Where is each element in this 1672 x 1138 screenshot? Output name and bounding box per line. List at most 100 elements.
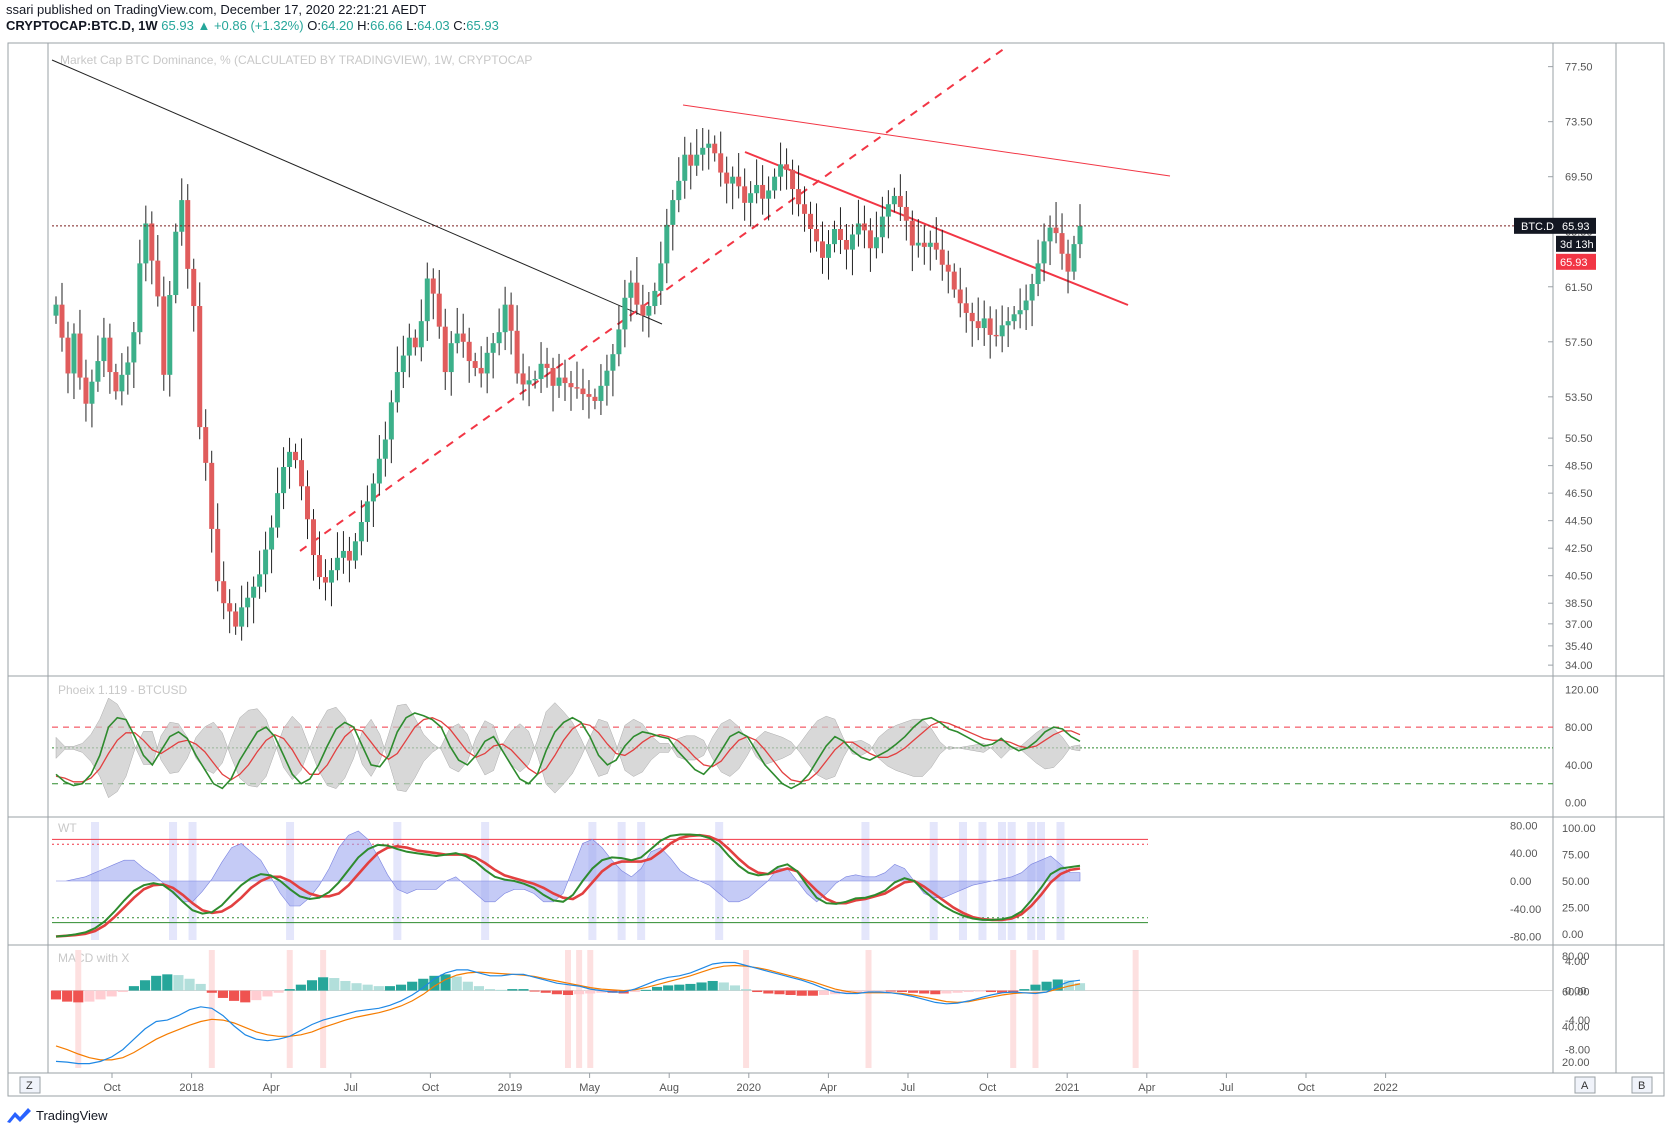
x-tick-label: Oct xyxy=(422,1082,439,1094)
candle-body xyxy=(245,597,251,608)
candle-body xyxy=(861,223,867,231)
y-tick-label: 40.50 xyxy=(1565,571,1593,583)
y-tick-label-right: 20.00 xyxy=(1562,1057,1590,1069)
macd-histogram-bar xyxy=(640,989,651,991)
candle-body xyxy=(83,377,89,404)
footer: TradingView xyxy=(6,1106,108,1124)
x-tick-label: Jul xyxy=(901,1082,915,1094)
macd-histogram-bar xyxy=(1030,984,1041,991)
macd-axis[interactable]: 4.00 0.00 -4.00 -8.00 80.00 60.00 40.00 20.00 xyxy=(1562,951,1590,1069)
macd-histogram-bar xyxy=(496,989,507,991)
trendlines xyxy=(51,47,1171,552)
macd-histogram-bar xyxy=(718,982,729,991)
brand-name[interactable]: TradingView xyxy=(36,1107,108,1123)
symbol-name[interactable]: CRYPTOCAP:BTC.D, 1W xyxy=(6,18,158,33)
macd-histogram-bar xyxy=(128,986,139,991)
y-tick-label: 80.00 xyxy=(1510,820,1538,832)
macd-histogram-bar xyxy=(62,990,73,1002)
x-tick-label: 2021 xyxy=(1055,1082,1079,1094)
macd-histogram-bar xyxy=(84,990,95,1002)
phoeix-signal-line xyxy=(55,717,1081,783)
candle-body xyxy=(322,577,328,583)
macd-histogram-bar xyxy=(351,983,362,991)
macd-histogram-bar xyxy=(841,990,852,994)
macd-histogram-bar xyxy=(685,983,696,991)
wt-pane[interactable]: WT 80.00 40.00 0.00 -40.00 -80.00 100.00 75.00… xyxy=(52,820,1596,944)
phoeix-pane[interactable]: Phoeix 1.119 - BTCUSD 120.00 80.00 40.00 0.… xyxy=(52,683,1599,810)
log-scale-button[interactable] xyxy=(1631,1076,1653,1094)
candle-body xyxy=(945,264,951,272)
candle-body xyxy=(831,228,837,245)
macd-histogram-bar xyxy=(395,984,407,991)
candle-body xyxy=(1017,310,1023,315)
phoeix-pane-title: Phoeix 1.119 - BTCUSD xyxy=(58,683,187,697)
candle-body xyxy=(442,326,448,373)
time-axis[interactable]: Oct 2018 Apr Jul Oct 2019 May Aug 2020 Apr Jul Oct 2… xyxy=(103,1073,1398,1094)
candle-body xyxy=(358,522,364,542)
macd-histogram-bar xyxy=(184,978,195,991)
macd-histogram-bar xyxy=(451,976,462,991)
y-tick-label: 38.50 xyxy=(1565,598,1593,610)
candle-body xyxy=(364,501,370,523)
auto-scale-button[interactable] xyxy=(1574,1076,1596,1094)
candle-body xyxy=(430,278,436,294)
candle-body xyxy=(1077,225,1083,245)
main-price-axis[interactable]: 77.5073.5069.5065.5061.5057.5053.5050.50… xyxy=(1548,62,1593,672)
y-tick-label: 0.00 xyxy=(1565,798,1586,810)
high-value: 66.66 xyxy=(370,18,403,33)
candle-body xyxy=(496,332,502,344)
macd-histogram-bar xyxy=(1019,989,1030,991)
macd-pane[interactable]: MACD with X 4.00 0.00 -4.00 -8.00 80.00 60.00… xyxy=(50,950,1590,1069)
candle-body xyxy=(580,388,586,395)
candle-body xyxy=(1053,227,1059,234)
candle-body xyxy=(508,304,514,331)
macd-histogram-bar xyxy=(919,990,930,994)
high-label: H: xyxy=(357,18,371,33)
candle-body xyxy=(754,184,760,194)
price-label-symbol-value: 65.93 xyxy=(1562,221,1590,233)
macd-histogram-bar xyxy=(440,974,451,991)
candle-body xyxy=(1023,300,1029,311)
macd-histogram-bar xyxy=(907,990,919,993)
macd-histogram-bar xyxy=(329,978,340,991)
x-tick-label: 2018 xyxy=(179,1082,203,1094)
phoeix-axis[interactable]: 120.00 80.00 40.00 0.00 xyxy=(1565,684,1599,809)
candle-body xyxy=(394,372,400,403)
candle-body xyxy=(879,216,885,238)
candle-body xyxy=(101,337,107,362)
main-price-pane[interactable]: Market Cap BTC Dominance, % (CALCULATED … xyxy=(51,47,1596,672)
x-tick-label: Apr xyxy=(1138,1082,1155,1094)
candle-body xyxy=(957,289,963,304)
main-pane-title: Market Cap BTC Dominance, % (CALCULATED … xyxy=(60,53,532,67)
candle-body xyxy=(520,373,526,385)
candle-body xyxy=(610,354,616,371)
wt-axis[interactable]: 80.00 40.00 0.00 -40.00 -80.00 100.00 75.00 50.… xyxy=(1510,820,1596,943)
candle-body xyxy=(95,361,101,382)
macd-line xyxy=(55,961,1081,1065)
macd-histogram-bar xyxy=(251,990,262,1001)
candle-body xyxy=(484,352,490,374)
candle-body xyxy=(131,332,137,363)
close-price-label: 65.93 xyxy=(1560,257,1588,269)
macd-histogram-bar xyxy=(540,990,551,993)
chart-header: ssari published on TradingView.com, Dece… xyxy=(6,2,499,34)
y-tick-label: 50.50 xyxy=(1565,433,1593,445)
candle-body xyxy=(281,467,287,494)
candle-body xyxy=(592,396,598,401)
candle-body xyxy=(370,483,376,502)
x-tick-label: 2020 xyxy=(737,1082,761,1094)
zoom-button[interactable] xyxy=(19,1076,41,1094)
candle-body xyxy=(1059,233,1065,254)
candle-body xyxy=(538,363,544,379)
candle-body xyxy=(113,372,119,392)
candle-body xyxy=(652,290,658,307)
chart-frame xyxy=(7,42,1665,1097)
x-tick-label: Aug xyxy=(659,1082,679,1094)
y-tick-label-right: 60.00 xyxy=(1562,986,1590,998)
wt-pane-title: WT xyxy=(58,821,77,835)
y-tick-label-right: 80.00 xyxy=(1562,951,1590,963)
candle-body xyxy=(454,333,460,344)
candle-body xyxy=(412,337,418,348)
candle-body xyxy=(903,206,909,221)
